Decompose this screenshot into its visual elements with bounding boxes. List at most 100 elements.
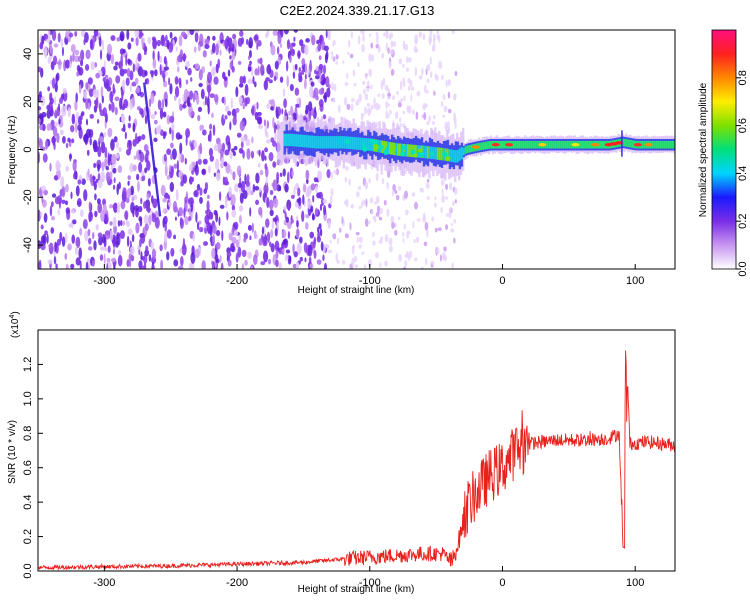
noise-speckle <box>318 223 322 230</box>
noise-speckle <box>252 183 256 193</box>
noise-speckle <box>319 228 323 237</box>
signal-band-core <box>651 140 655 149</box>
noise-speckle <box>94 210 98 218</box>
noise-speckle <box>196 221 200 231</box>
signal-band-core <box>325 136 328 149</box>
transition-speckle <box>388 237 393 246</box>
noise-speckle <box>301 210 305 223</box>
faint-speckle <box>399 80 403 91</box>
faint-speckle <box>390 40 393 49</box>
noise-speckle <box>38 106 42 111</box>
noise-speckle <box>258 206 263 216</box>
signal-band-core <box>289 133 292 147</box>
noise-speckle <box>55 263 58 269</box>
noise-speckle <box>109 229 114 241</box>
noise-speckle <box>288 256 292 262</box>
noise-speckle <box>65 263 69 269</box>
noise-speckle <box>88 88 94 97</box>
noise-speckle <box>133 155 137 160</box>
noise-speckle <box>131 196 135 202</box>
noise-speckle <box>291 219 295 224</box>
noise-speckle <box>78 247 83 260</box>
noise-speckle <box>305 178 309 185</box>
transition-speckle <box>443 105 448 113</box>
noise-speckle <box>61 236 66 247</box>
transition-speckle <box>403 266 407 269</box>
noise-speckle <box>235 252 239 263</box>
transition-speckle <box>415 111 419 120</box>
snr-y-tick-label: 0.2 <box>22 529 34 544</box>
spectrogram-x-tick-label: 100 <box>626 275 644 287</box>
noise-speckle <box>67 106 71 118</box>
transition-speckle <box>453 237 456 244</box>
noise-speckle <box>166 39 170 50</box>
signal-band-core <box>351 136 354 150</box>
transition-speckle <box>364 218 369 228</box>
noise-speckle <box>190 142 194 151</box>
signal-band-core <box>319 136 322 149</box>
noise-speckle <box>182 54 187 60</box>
noise-speckle <box>312 194 315 203</box>
noise-speckle <box>151 36 156 41</box>
transition-speckle <box>335 168 339 176</box>
signal-band-core <box>462 147 466 156</box>
noise-speckle <box>108 103 112 112</box>
noise-speckle <box>316 259 322 265</box>
transition-speckle <box>429 30 433 36</box>
snr-x-tick-label: -300 <box>93 577 115 589</box>
noise-speckle <box>268 258 272 265</box>
noise-speckle <box>144 114 148 125</box>
noise-speckle <box>202 50 207 58</box>
noise-speckle <box>230 200 234 206</box>
noise-speckle <box>80 49 85 61</box>
transition-speckle <box>361 43 366 53</box>
noise-speckle <box>99 109 105 117</box>
noise-speckle <box>254 68 259 76</box>
noise-speckle <box>147 205 151 214</box>
noise-speckle <box>212 224 217 235</box>
noise-speckle <box>41 111 47 118</box>
transition-speckle <box>363 88 366 95</box>
noise-speckle <box>250 265 254 269</box>
noise-speckle <box>119 230 125 240</box>
signal-hotspot <box>505 143 514 147</box>
noise-speckle <box>127 42 132 50</box>
noise-speckle <box>162 111 167 118</box>
noise-speckle <box>285 216 290 223</box>
noise-speckle <box>179 103 183 111</box>
transition-speckle <box>361 199 366 206</box>
noise-speckle <box>304 73 307 80</box>
noise-speckle <box>99 49 103 60</box>
noise-speckle <box>326 168 331 179</box>
noise-speckle <box>76 198 82 208</box>
noise-speckle <box>285 60 289 72</box>
transition-speckle <box>415 48 419 53</box>
noise-speckle <box>162 72 166 83</box>
noise-speckle <box>129 245 135 256</box>
signal-band-core <box>480 142 483 151</box>
noise-speckle <box>245 138 251 147</box>
noise-speckle <box>40 211 43 218</box>
snr-y-tick-label: 1.2 <box>22 357 34 372</box>
signal-band-core <box>629 139 633 148</box>
noise-speckle <box>283 30 289 35</box>
noise-speckle <box>292 112 297 122</box>
signal-band-core <box>389 141 392 155</box>
transition-speckle <box>345 165 349 171</box>
noise-speckle <box>138 161 143 173</box>
snr-panel: -300 -200 -100 0 100 0.0 0.2 0.4 0.6 0.8 1.0 1.2 H… <box>7 311 676 595</box>
noise-speckle <box>130 201 135 214</box>
transition-speckle <box>373 201 378 205</box>
transition-speckle <box>431 121 435 126</box>
noise-speckle <box>306 68 310 76</box>
noise-speckle <box>207 103 210 115</box>
noise-speckle <box>293 30 299 33</box>
transition-speckle <box>390 215 394 224</box>
noise-speckle <box>297 187 301 197</box>
noise-speckle <box>275 106 278 118</box>
noise-speckle <box>244 83 249 96</box>
noise-speckle <box>209 60 212 67</box>
noise-speckle <box>176 160 180 172</box>
noise-speckle <box>211 66 216 77</box>
noise-speckle <box>244 173 247 185</box>
